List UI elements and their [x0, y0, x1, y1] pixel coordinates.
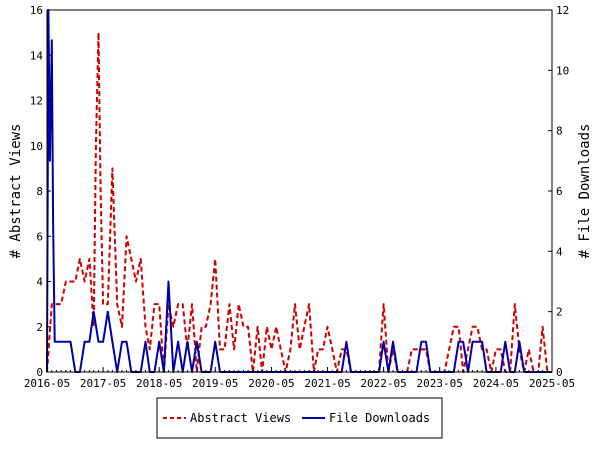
- x-tick-label: 2024-05: [473, 377, 519, 390]
- y2-tick-label: 6: [556, 185, 563, 198]
- y2-tick-label: 12: [556, 4, 569, 17]
- y-tick-label: 2: [36, 321, 43, 334]
- x-tick-label: 2016-05: [24, 377, 70, 390]
- series-layer: [46, 9, 552, 373]
- x-tick-label: 2021-05: [304, 377, 350, 390]
- x-tick-label: 2019-05: [192, 377, 238, 390]
- x-tick-label: 2023-05: [417, 377, 463, 390]
- x-tick-label: 2017-05: [80, 377, 126, 390]
- y2-tick-label: 2: [556, 306, 563, 319]
- y-tick-label: 6: [36, 230, 43, 243]
- y-tick-label: 8: [36, 185, 43, 198]
- y-tick-label: 4: [36, 276, 43, 289]
- axes: 0 2 4 6 8 10 12 14 16 0 2 4 6 8 10 12 2016-05 2017-05 2018…: [24, 4, 575, 390]
- legend-label-abstract-views: Abstract Views: [190, 411, 291, 425]
- y2-tick-label: 0: [556, 366, 563, 379]
- x-tick-label: 2025-05: [529, 377, 575, 390]
- y2-tick-label: 4: [556, 245, 563, 258]
- legend-label-file-downloads: File Downloads: [329, 411, 430, 425]
- legend: Abstract Views File Downloads: [156, 397, 443, 439]
- y-tick-label: 16: [30, 4, 43, 17]
- x-tick-label: 2018-05: [136, 377, 182, 390]
- legend-box: [156, 397, 443, 439]
- y-tick-label: 0: [36, 366, 43, 379]
- y2-tick-label: 10: [556, 64, 569, 77]
- y-tick-label: 12: [30, 95, 43, 108]
- series-line-file-downloads: [46, 9, 552, 373]
- x-tick-label: 2020-05: [248, 377, 294, 390]
- y-tick-label: 10: [30, 140, 43, 153]
- y2-axis-title: # File Downloads: [577, 124, 593, 259]
- x-tick-label: 2022-05: [360, 377, 406, 390]
- y-axis-title: # Abstract Views: [8, 124, 24, 259]
- y-tick-label: 14: [30, 49, 44, 62]
- y2-tick-label: 8: [556, 125, 563, 138]
